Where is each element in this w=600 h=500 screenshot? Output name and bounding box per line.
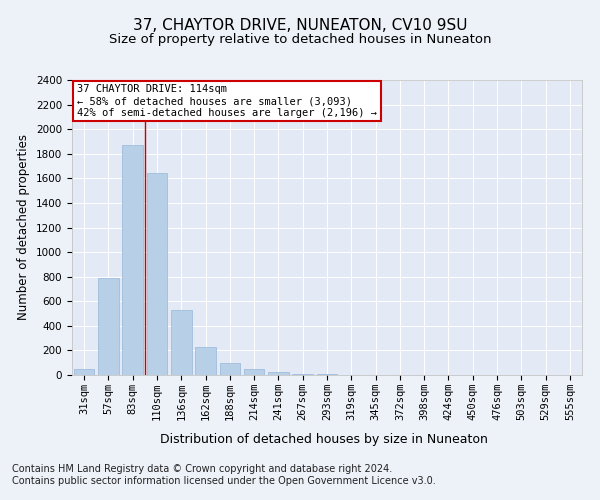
Bar bbox=[122, 145, 143, 375]
Bar bbox=[195, 346, 216, 375]
Text: Contains HM Land Registry data © Crown copyright and database right 2024.: Contains HM Land Registry data © Crown c… bbox=[12, 464, 392, 474]
Text: Size of property relative to detached houses in Nuneaton: Size of property relative to detached ho… bbox=[109, 32, 491, 46]
Bar bbox=[220, 362, 240, 375]
Text: Distribution of detached houses by size in Nuneaton: Distribution of detached houses by size … bbox=[160, 432, 488, 446]
Bar bbox=[74, 369, 94, 375]
Text: Contains public sector information licensed under the Open Government Licence v3: Contains public sector information licen… bbox=[12, 476, 436, 486]
Bar bbox=[317, 374, 337, 375]
Text: 37, CHAYTOR DRIVE, NUNEATON, CV10 9SU: 37, CHAYTOR DRIVE, NUNEATON, CV10 9SU bbox=[133, 18, 467, 32]
Y-axis label: Number of detached properties: Number of detached properties bbox=[17, 134, 31, 320]
Text: 37 CHAYTOR DRIVE: 114sqm
← 58% of detached houses are smaller (3,093)
42% of sem: 37 CHAYTOR DRIVE: 114sqm ← 58% of detach… bbox=[77, 84, 377, 117]
Bar bbox=[98, 278, 119, 375]
Bar bbox=[244, 370, 265, 375]
Bar bbox=[146, 174, 167, 375]
Bar bbox=[292, 374, 313, 375]
Bar bbox=[171, 310, 191, 375]
Bar bbox=[268, 372, 289, 375]
